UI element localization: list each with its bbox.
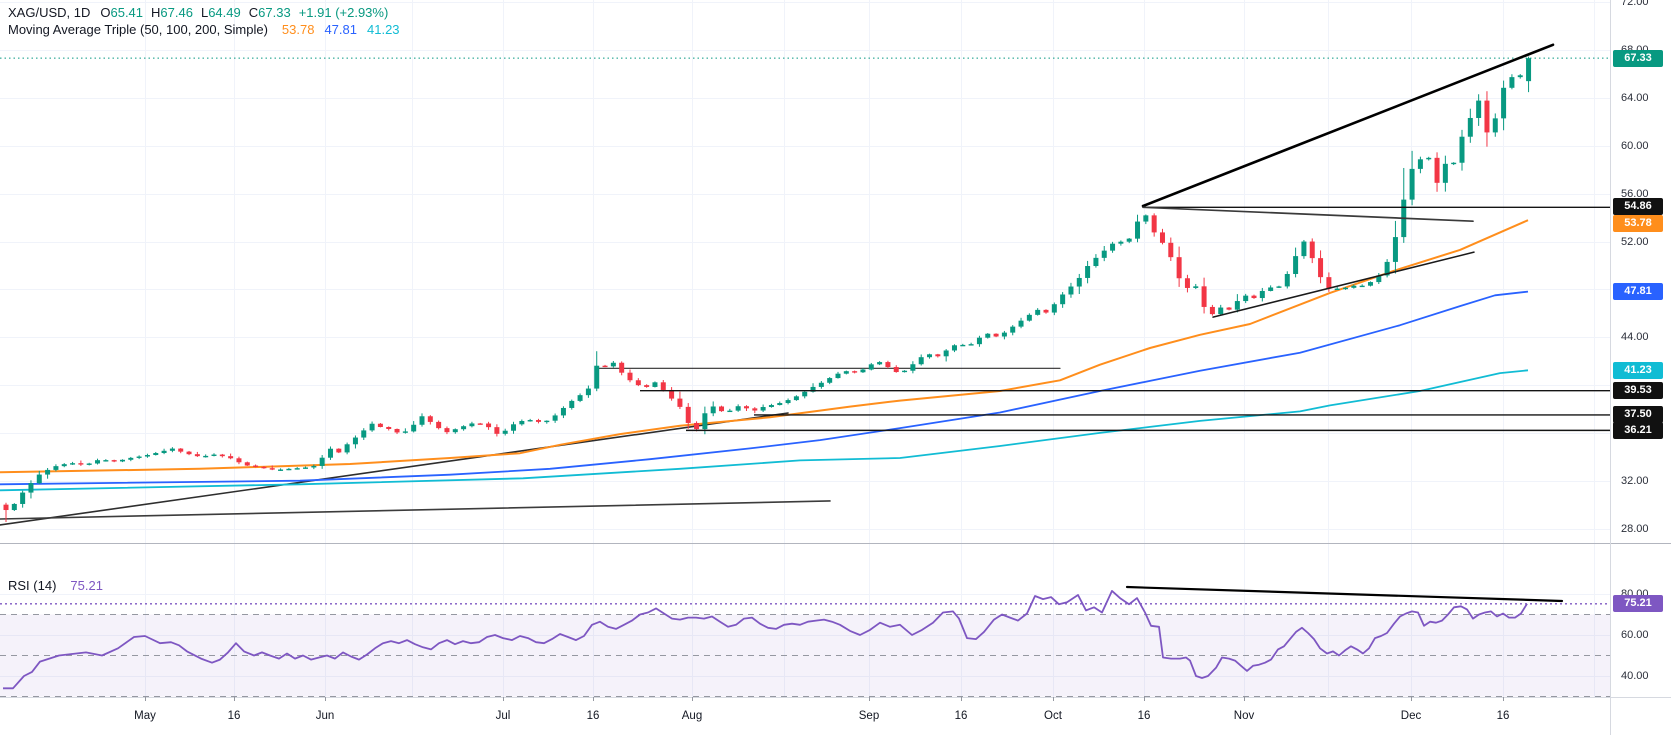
close-price-badge: 67.33 bbox=[1613, 49, 1663, 67]
price-axis-label: 44.00 bbox=[1621, 331, 1649, 344]
time-axis-label-month: Oct bbox=[1044, 710, 1062, 722]
time-axis-label-month: Nov bbox=[1233, 710, 1255, 722]
time-axis-label-mid-month: 16 bbox=[586, 710, 600, 722]
low-value: 64.49 bbox=[208, 5, 241, 20]
level-badge-3750: 37.50 bbox=[1613, 406, 1663, 424]
time-axis-label-month: May bbox=[134, 710, 156, 722]
rsi-axis-label: 60.00 bbox=[1621, 629, 1649, 641]
level-badge-3953: 39.53 bbox=[1613, 382, 1663, 400]
rsi-legend: RSI (14) 75.21 bbox=[8, 578, 103, 595]
ma100-badge: 47.81 bbox=[1613, 283, 1663, 301]
price-axis-label: 72.00 bbox=[1621, 0, 1649, 9]
ma100-value: 47.81 bbox=[324, 22, 357, 37]
chart-legend: XAG/USD, 1D O 65.41 H 67.46 L 64.49 C 67.33 … bbox=[8, 5, 400, 39]
open-value: 65.41 bbox=[110, 5, 144, 20]
time-axis-label-mid-month: 16 bbox=[1137, 710, 1151, 722]
high-label: H bbox=[151, 5, 161, 20]
rsi-indicator-legend[interactable]: RSI (14) 75.21 bbox=[8, 578, 103, 595]
ma50-value: 53.78 bbox=[281, 22, 315, 37]
high-value: 67.46 bbox=[160, 5, 193, 20]
time-axis-label-mid-month: 16 bbox=[954, 710, 968, 722]
trendlines-under bbox=[0, 367, 1061, 526]
rsi-value: 75.21 bbox=[70, 578, 103, 593]
ma-100-line bbox=[0, 290, 1529, 486]
price-axis-label: 52.00 bbox=[1621, 235, 1649, 248]
symbol-title: XAG/USD, 1D bbox=[8, 5, 91, 20]
time-axis-label-month: Jun bbox=[315, 710, 335, 722]
close-value: 67.33 bbox=[258, 5, 291, 20]
close-label: C bbox=[248, 5, 259, 20]
level-badge-5486: 54.86 bbox=[1613, 197, 1663, 215]
ma200-badge: 41.23 bbox=[1613, 361, 1663, 379]
ma-indicator-legend[interactable]: Moving Average Triple (50, 100, 200, Sim… bbox=[8, 22, 400, 39]
rsi-value-badge: 75.21 bbox=[1613, 595, 1663, 613]
time-axis-label-month: Sep bbox=[858, 710, 880, 722]
ma200-value: 41.23 bbox=[367, 22, 400, 37]
open-label: O bbox=[100, 5, 111, 20]
ma-50-line bbox=[0, 219, 1529, 474]
price-axis-label: 64.00 bbox=[1621, 92, 1649, 104]
rsi-indicator-title: RSI (14) bbox=[8, 578, 57, 593]
level-badge-3621: 36.21 bbox=[1613, 421, 1663, 439]
ma-indicator-title: Moving Average Triple (50, 100, 200, Sim… bbox=[8, 22, 268, 37]
trendlines-over bbox=[1141, 43, 1555, 318]
price-axis-label: 60.00 bbox=[1621, 139, 1649, 152]
change-value: +1.91 (+2.93%) bbox=[298, 5, 389, 20]
main-series-legend[interactable]: XAG/USD, 1D O 65.41 H 67.46 L 64.49 C 67.33 … bbox=[8, 5, 400, 22]
grid-lines bbox=[0, 0, 1610, 697]
ma50-badge: 53.78 bbox=[1613, 214, 1663, 232]
time-axis-label-month: Jul bbox=[495, 710, 511, 722]
ma-200-line bbox=[0, 369, 1529, 492]
rsi-trendline[interactable] bbox=[1125, 585, 1564, 603]
rsi-axis-label: 40.00 bbox=[1621, 670, 1649, 682]
rsi-overbought-oversold-band bbox=[0, 614, 1610, 697]
rsi-line bbox=[3, 590, 1528, 690]
price-axis-label: 28.00 bbox=[1621, 522, 1649, 535]
time-axis-label-month: Aug bbox=[681, 710, 703, 722]
horizontal-level-lines bbox=[640, 206, 1610, 432]
time-axis-label-mid-month: 16 bbox=[227, 710, 241, 722]
price-axis-label: 32.00 bbox=[1621, 474, 1649, 487]
low-label: L bbox=[200, 5, 209, 20]
time-axis-label-month: Dec bbox=[1400, 710, 1422, 722]
time-axis-label-mid-month: 16 bbox=[1496, 710, 1510, 722]
price-axis-label: 56.00 bbox=[1621, 187, 1649, 200]
